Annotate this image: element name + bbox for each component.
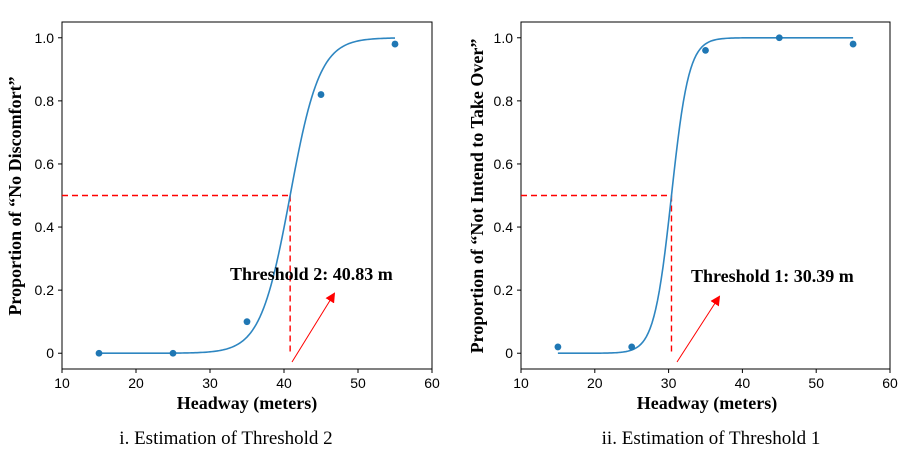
- chart-panel-1: 0 0.2 0.4 0.6 0.8 1.0 10 20 30 40 50 60 Threshold …: [5, 21, 440, 449]
- y-tick-label: 0.6: [494, 156, 514, 172]
- data-point: [169, 349, 177, 357]
- x-ticks-2: 10 20 30 40 50 60: [513, 369, 898, 391]
- chart-panel-2: 0 0.2 0.4 0.6 0.8 1.0 10 20 30 40 50 60 Threshold …: [467, 21, 898, 449]
- y-axis-label-2: Proportion of “Not Intend to Take Over”: [467, 39, 487, 354]
- threshold-label-2: Threshold 1: 30.39 m: [691, 266, 854, 286]
- threshold-arrow-1: [291, 292, 336, 363]
- y-tick-label: 1.0: [494, 30, 514, 46]
- x-tick-label: 30: [661, 375, 677, 391]
- data-point: [554, 343, 562, 351]
- data-point: [849, 40, 857, 48]
- x-tick-label: 50: [808, 375, 824, 391]
- threshold-lines-1: [62, 194, 291, 353]
- threshold-label-1: Threshold 2: 40.83 m: [230, 264, 393, 284]
- y-tick-label: 0.8: [494, 93, 514, 109]
- fit-curve-1: [99, 37, 396, 355]
- data-point: [243, 318, 251, 326]
- x-tick-label: 50: [350, 375, 366, 391]
- x-tick-label: 40: [276, 375, 292, 391]
- y-tick-label: 0: [505, 345, 513, 361]
- caption-1: i. Estimation of Threshold 2: [119, 428, 332, 449]
- x-ticks-1: 10 20 30 40 50 60: [54, 369, 440, 391]
- threshold-lines-2: [521, 194, 673, 353]
- data-point: [95, 349, 103, 357]
- data-point: [775, 34, 783, 42]
- x-axis-label-1: Headway (meters): [177, 393, 317, 414]
- data-points-2: [554, 34, 857, 351]
- x-tick-label: 10: [513, 375, 529, 391]
- fit-curve-2: [557, 36, 854, 355]
- x-tick-label: 20: [587, 375, 603, 391]
- y-tick-label: 0.4: [494, 219, 514, 235]
- y-tick-label: 0.8: [35, 93, 55, 109]
- x-tick-label: 20: [128, 375, 144, 391]
- threshold-arrow-2: [676, 295, 721, 363]
- data-point: [628, 343, 636, 351]
- data-point: [702, 46, 709, 54]
- x-tick-label: 40: [735, 375, 751, 391]
- data-point: [391, 40, 399, 48]
- data-points-1: [95, 40, 399, 357]
- x-tick-label: 60: [882, 375, 898, 391]
- x-tick-label: 10: [54, 375, 70, 391]
- y-axis-label-1: Proportion of “No Discomfort”: [5, 76, 25, 315]
- data-point: [317, 91, 325, 98]
- x-tick-label: 30: [202, 375, 218, 391]
- y-ticks-1: 0 0.2 0.4 0.6 0.8 1.0: [35, 30, 62, 361]
- caption-2: ii. Estimation of Threshold 1: [602, 428, 821, 449]
- x-tick-label: 60: [424, 375, 440, 391]
- y-tick-label: 0: [46, 345, 54, 361]
- y-tick-label: 1.0: [35, 30, 55, 46]
- y-tick-label: 0.6: [35, 156, 55, 172]
- x-axis-label-2: Headway (meters): [637, 393, 777, 414]
- y-tick-label: 0.2: [35, 282, 55, 298]
- y-ticks-2: 0 0.2 0.4 0.6 0.8 1.0: [494, 30, 521, 361]
- y-tick-label: 0.2: [494, 282, 514, 298]
- y-tick-label: 0.4: [35, 219, 55, 235]
